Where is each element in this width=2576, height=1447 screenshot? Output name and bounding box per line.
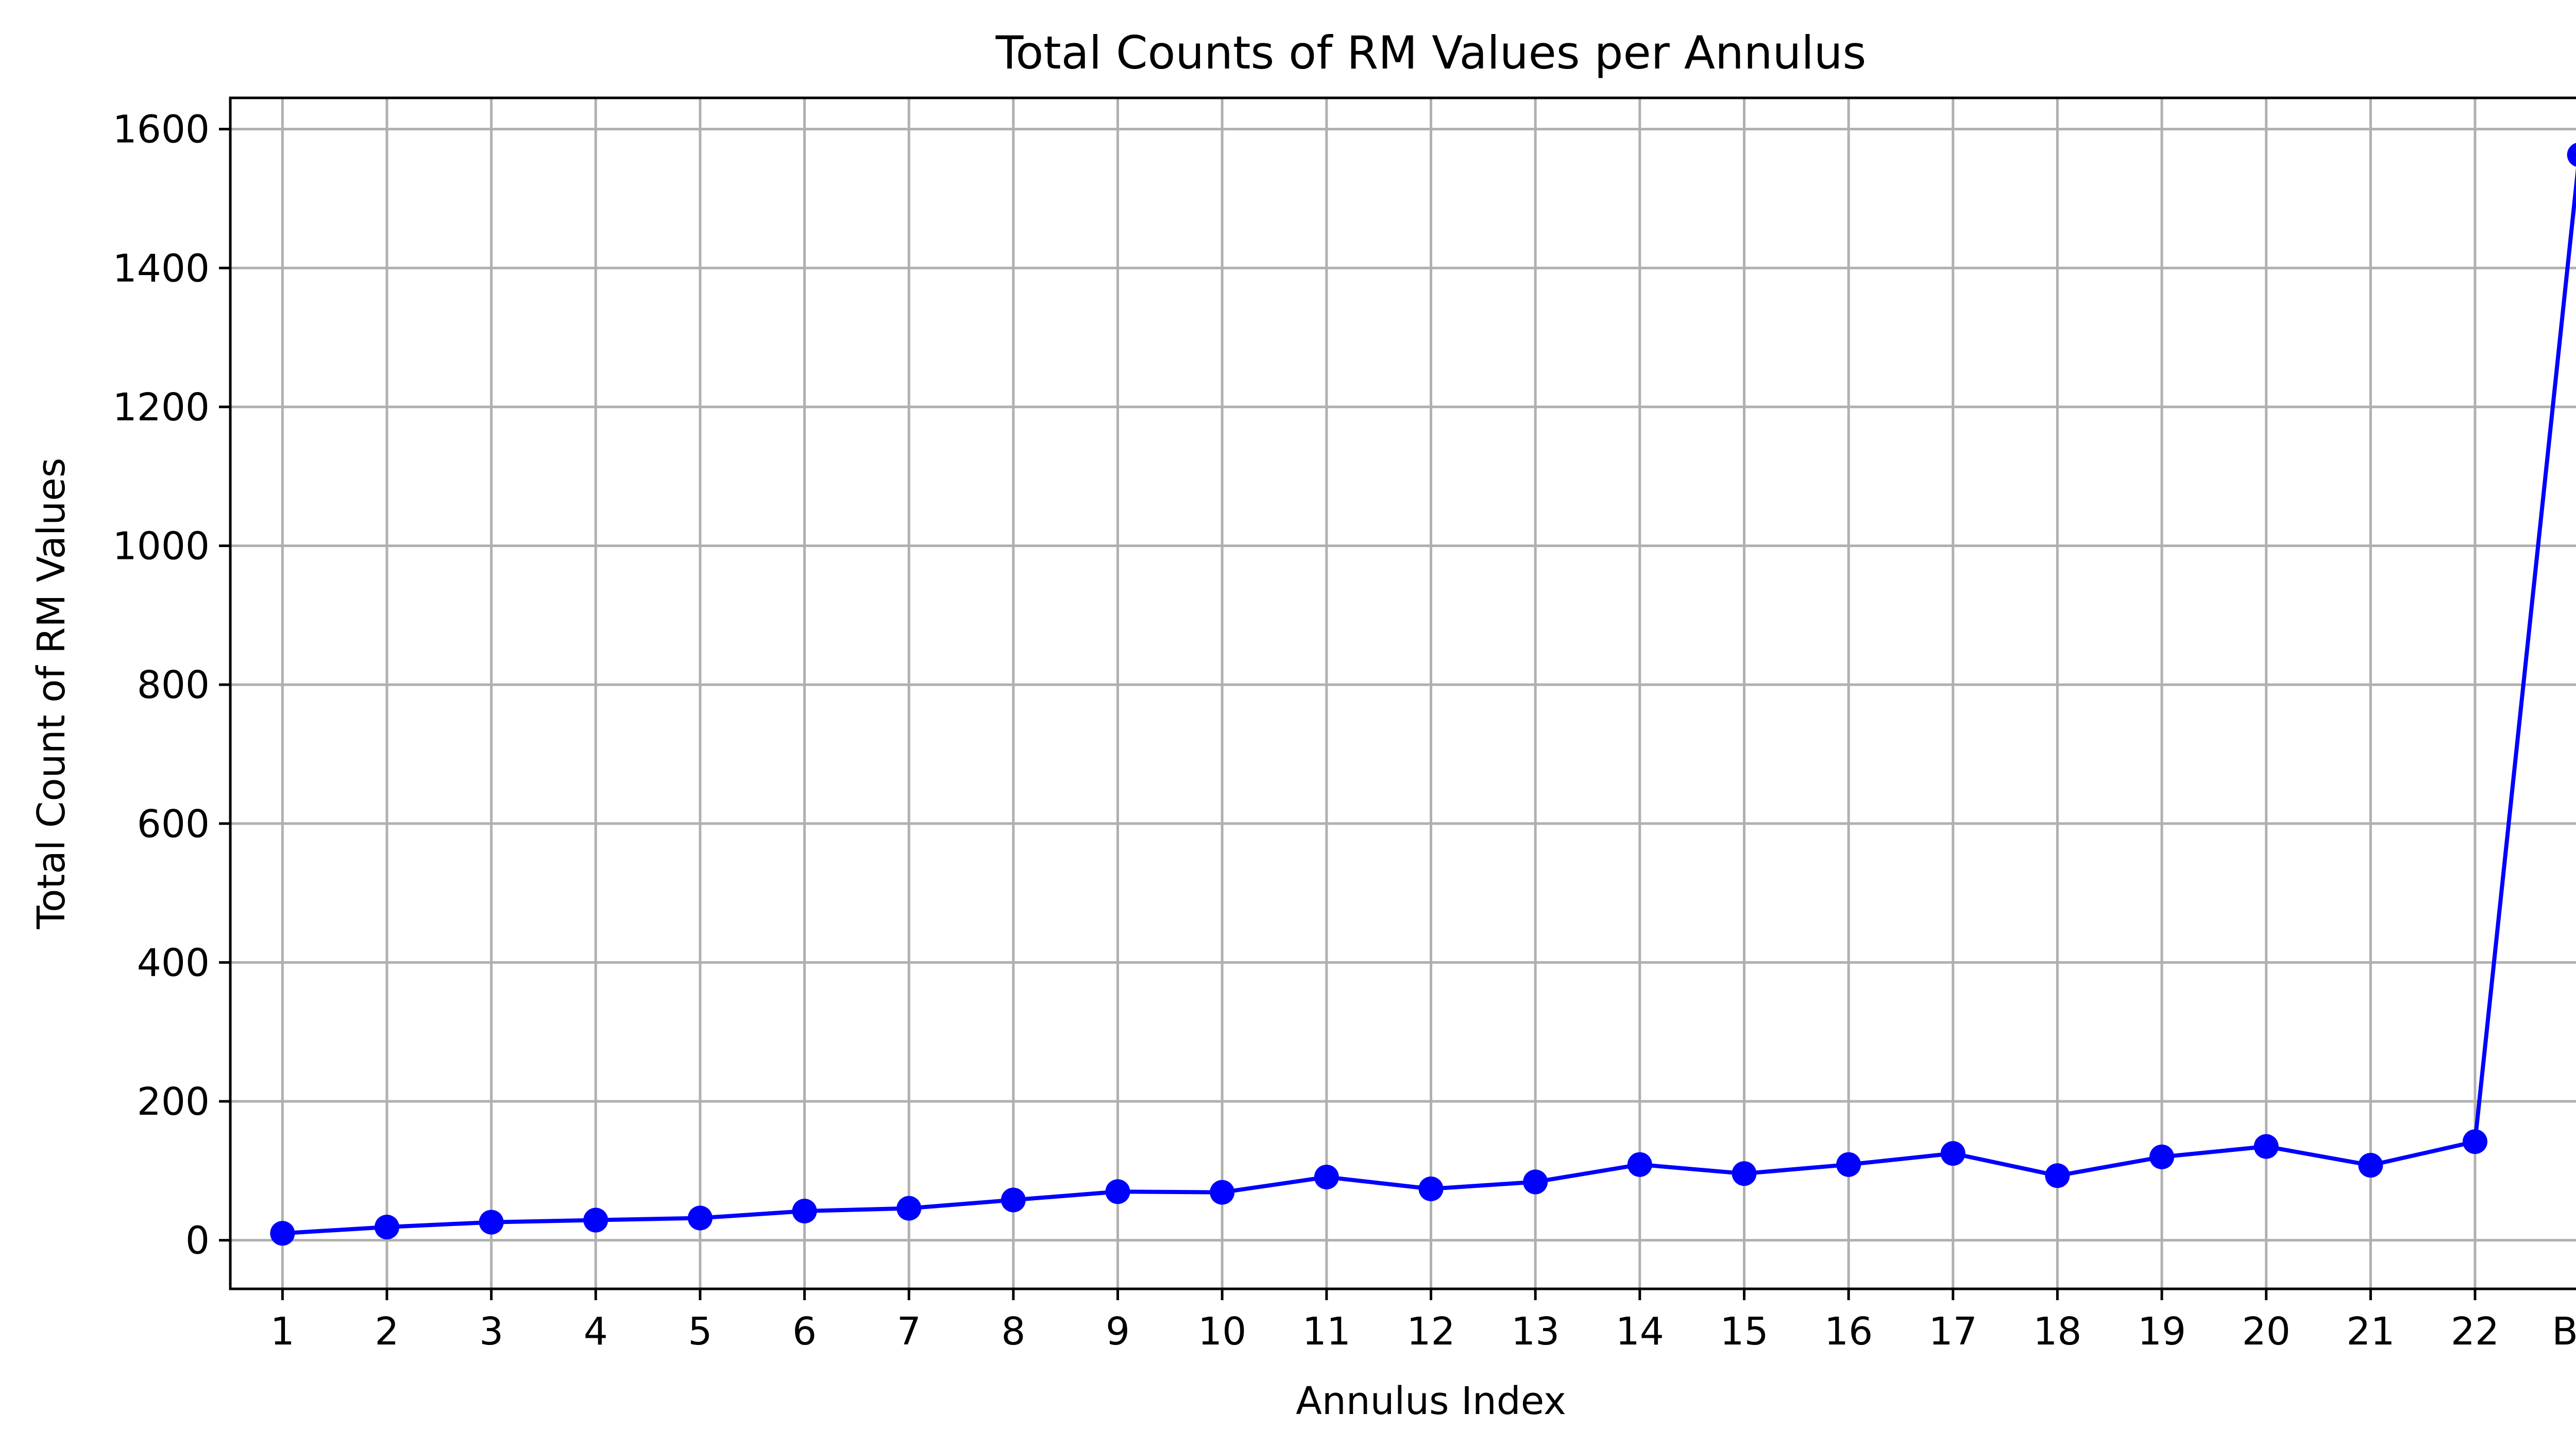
- y-tick-label: 1600: [113, 108, 210, 152]
- y-tick-label: 1200: [113, 385, 210, 430]
- data-point: [583, 1207, 608, 1233]
- x-tick-label: 2: [375, 1309, 399, 1354]
- data-point: [1627, 1152, 1652, 1177]
- data-point: [270, 1221, 295, 1246]
- y-tick-label: 800: [137, 663, 210, 707]
- data-point: [792, 1199, 817, 1224]
- data-point: [1210, 1180, 1235, 1205]
- data-point: [1001, 1187, 1026, 1213]
- data-point: [687, 1205, 713, 1231]
- x-axis-label: Annulus Index: [1296, 1379, 1566, 1423]
- y-tick-label: 1000: [113, 524, 210, 569]
- y-tick-label: 1400: [113, 246, 210, 291]
- x-tick-label: 14: [1616, 1309, 1664, 1354]
- data-point: [1732, 1161, 1757, 1186]
- x-tick-label: 9: [1106, 1309, 1130, 1354]
- grid: [230, 98, 2576, 1289]
- x-tick-label: 5: [688, 1309, 712, 1354]
- data-point: [479, 1210, 504, 1235]
- x-tick-label: 11: [1302, 1309, 1351, 1354]
- data-point: [1523, 1169, 1548, 1195]
- chart-title: Total Counts of RM Values per Annulus: [995, 26, 1867, 79]
- x-tick-label: 13: [1511, 1309, 1560, 1354]
- x-tick-label: 20: [2242, 1309, 2291, 1354]
- data-point: [1940, 1141, 1965, 1166]
- data-point: [1418, 1176, 1444, 1201]
- data-point: [2253, 1134, 2279, 1159]
- y-axis-label: Total Count of RM Values: [29, 457, 74, 929]
- x-tick-label: BG: [2552, 1309, 2576, 1354]
- y-tick-label: 0: [185, 1219, 210, 1263]
- x-tick-label: 3: [479, 1309, 503, 1354]
- x-tick-label: 21: [2346, 1309, 2395, 1354]
- plot-frame: [229, 96, 2576, 1290]
- x-tick-label: 7: [897, 1309, 921, 1354]
- x-tick-label: 19: [2138, 1309, 2186, 1354]
- x-tick-label: 22: [2451, 1309, 2499, 1354]
- y-tick-label: 200: [137, 1080, 210, 1124]
- x-tick-label: 6: [792, 1309, 817, 1354]
- x-tick-label: 12: [1406, 1309, 1455, 1354]
- data-point: [896, 1196, 922, 1221]
- data-series: [270, 143, 2576, 1246]
- data-point: [1105, 1179, 1130, 1204]
- axes: 12345678910111213141516171819202122BG020…: [113, 108, 2576, 1354]
- x-tick-label: 1: [270, 1309, 295, 1354]
- data-point: [2045, 1163, 2070, 1188]
- x-tick-label: 17: [1929, 1309, 1977, 1354]
- data-point: [2149, 1144, 2175, 1169]
- x-tick-label: 4: [584, 1309, 608, 1354]
- y-tick-label: 400: [137, 941, 210, 985]
- x-tick-label: 16: [1824, 1309, 1873, 1354]
- data-point: [2567, 143, 2576, 167]
- y-tick-label: 600: [137, 802, 210, 846]
- data-point: [2463, 1129, 2488, 1154]
- data-point: [1314, 1164, 1339, 1189]
- data-point: [2358, 1153, 2383, 1178]
- x-tick-label: 18: [2033, 1309, 2081, 1354]
- data-point: [1836, 1152, 1861, 1177]
- x-tick-label: 8: [1001, 1309, 1025, 1354]
- x-tick-label: 15: [1720, 1309, 1768, 1354]
- x-tick-label: 10: [1198, 1309, 1246, 1354]
- data-point: [374, 1215, 399, 1240]
